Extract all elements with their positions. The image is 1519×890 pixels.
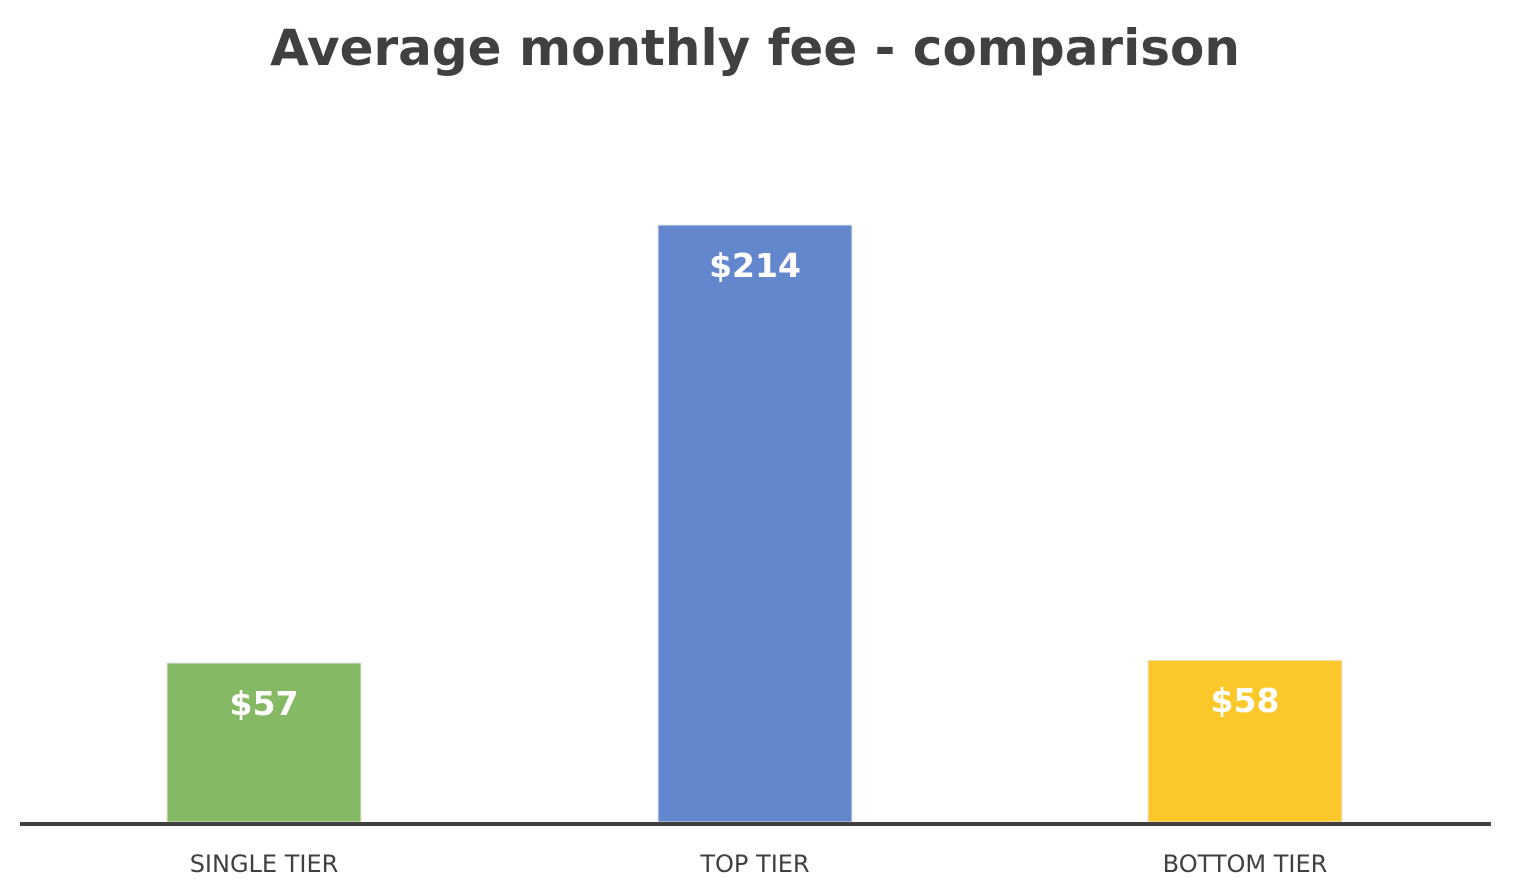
bar-top-tier	[657, 224, 853, 823]
chart-title: Average monthly fee - comparison	[270, 19, 1240, 77]
x-tick-label: BOTTOM TIER	[1163, 850, 1328, 878]
bar-single-tier	[166, 662, 362, 823]
bars-group	[166, 224, 1343, 823]
data-labels-group: $57 $214 $58	[230, 246, 1280, 723]
data-label: $214	[709, 246, 801, 285]
x-tick-label: TOP TIER	[699, 850, 809, 878]
bar-bottom-tier	[1147, 659, 1343, 823]
x-tick-label: SINGLE TIER	[190, 850, 339, 878]
data-label: $58	[1211, 681, 1280, 720]
tick-labels-group: SINGLE TIER TOP TIER BOTTOM TIER	[190, 850, 1328, 878]
data-label: $57	[230, 684, 299, 723]
